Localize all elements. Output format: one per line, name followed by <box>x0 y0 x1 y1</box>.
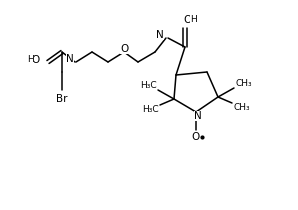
Text: H: H <box>190 14 196 24</box>
Text: Br: Br <box>56 94 68 104</box>
Text: H₃C: H₃C <box>140 80 157 89</box>
Text: O: O <box>120 44 128 54</box>
Text: O: O <box>191 132 199 142</box>
Text: CH₃: CH₃ <box>233 104 250 113</box>
Text: H: H <box>27 55 34 63</box>
Text: N: N <box>194 111 202 121</box>
Text: N: N <box>156 30 164 40</box>
Text: CH₃: CH₃ <box>235 79 252 88</box>
Text: N: N <box>66 54 74 64</box>
Text: H₃C: H₃C <box>142 105 159 114</box>
Text: O: O <box>32 55 40 65</box>
Text: O: O <box>183 15 191 25</box>
